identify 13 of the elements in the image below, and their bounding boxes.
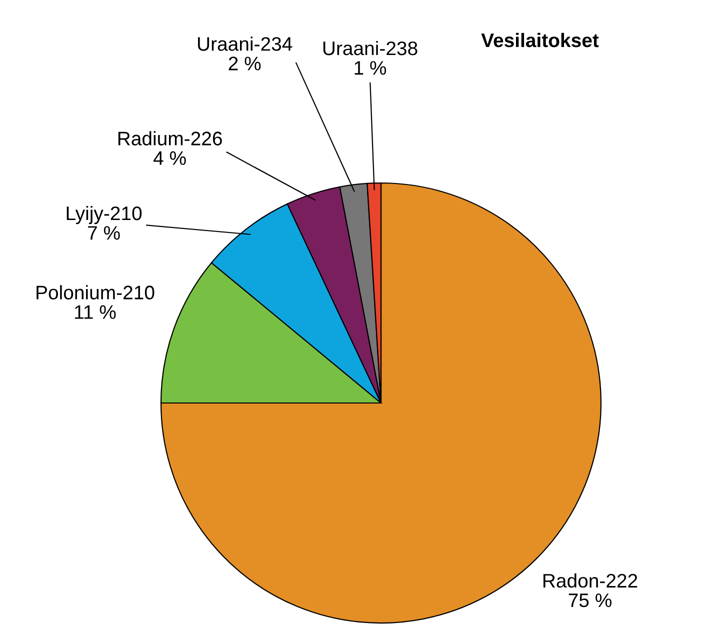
slice-label: Uraani-238 xyxy=(323,40,418,56)
data-label: 11 % xyxy=(75,305,116,319)
slice-label: Radium-226 xyxy=(118,131,222,146)
slice-label: Radon-222 xyxy=(543,573,638,588)
data-label: 2 % xyxy=(228,56,261,70)
slice-label: Lyijy-210 xyxy=(66,206,142,224)
data-label: 1 % xyxy=(354,61,386,75)
data-label: 4 % xyxy=(153,151,186,165)
data-label: 75 % xyxy=(568,594,612,608)
data-label: 7 % xyxy=(88,226,120,240)
slice-label: Polonium-210 xyxy=(36,285,154,300)
chart-title: Vesilaitokset xyxy=(481,32,599,48)
slice-label: Uraani-234 xyxy=(198,36,292,51)
